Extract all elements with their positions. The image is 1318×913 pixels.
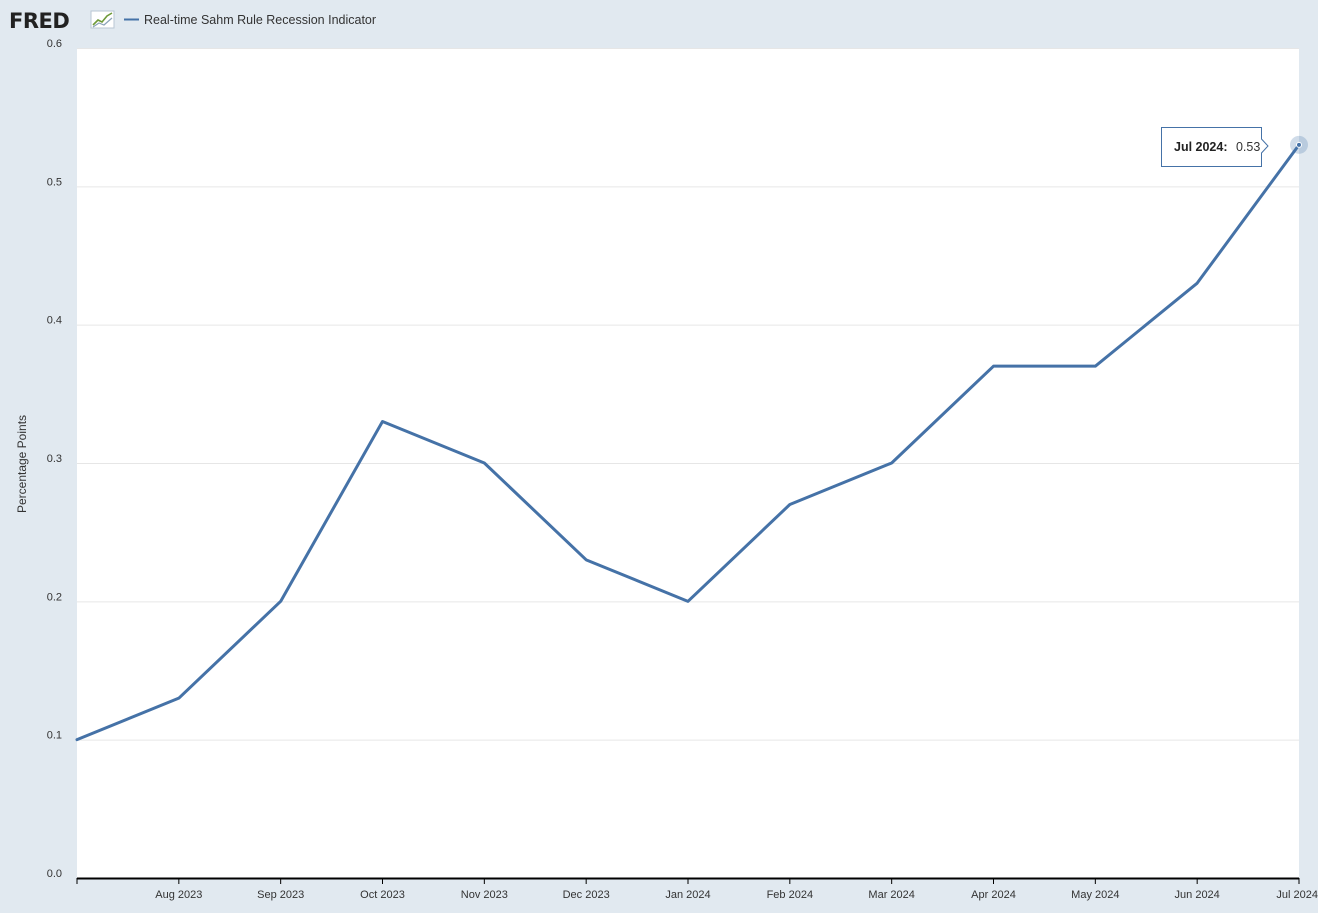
data-point[interactable] <box>682 595 694 607</box>
y-tick-label: 0.0 <box>47 868 62 880</box>
series-line[interactable] <box>75 143 1301 742</box>
data-point[interactable] <box>784 499 796 511</box>
x-tick-label: Jun 2024 <box>1175 889 1220 901</box>
data-point[interactable] <box>275 595 287 607</box>
data-point[interactable] <box>988 360 1000 372</box>
svg-text:Jul 2024: 0.53: Jul 2024: 0.53 <box>1174 138 1260 155</box>
series-group <box>71 143 1301 746</box>
y-tick-label: 0.5 <box>47 176 62 188</box>
x-tick-label: Oct 2023 <box>360 889 405 901</box>
data-point[interactable] <box>1089 360 1101 372</box>
data-point[interactable] <box>173 692 185 704</box>
x-tick-label: Jan 2024 <box>665 889 710 901</box>
y-axis-title: Percentage Points <box>15 415 29 513</box>
data-point[interactable] <box>886 457 898 469</box>
y-tick-label: 0.4 <box>47 315 62 327</box>
data-point[interactable] <box>478 457 490 469</box>
fred-logo-text: FRED <box>9 9 69 33</box>
x-tick-label: Feb 2024 <box>767 889 813 901</box>
x-tick-label: Apr 2024 <box>971 889 1016 901</box>
data-point[interactable] <box>580 554 592 566</box>
data-point[interactable] <box>1191 277 1203 289</box>
x-tick-label: May 2024 <box>1071 889 1119 901</box>
y-tick-label: 0.2 <box>47 591 62 603</box>
x-tick-label: Aug 2023 <box>155 889 202 901</box>
data-point[interactable] <box>71 734 83 746</box>
x-tick-label: Nov 2023 <box>461 889 508 901</box>
x-tick-label: Dec 2023 <box>563 889 610 901</box>
fred-logo[interactable]: FRED <box>9 9 115 33</box>
hover-marker <box>1290 135 1308 154</box>
y-axis-ticks: 0.0 0.1 0.2 0.3 0.4 0.5 0.6 <box>47 38 62 880</box>
x-tick-label: Sep 2023 <box>257 889 304 901</box>
x-axis-ticks: Aug 2023 Sep 2023 Oct 2023 Nov 2023 Dec 2023… <box>76 878 1318 901</box>
y-tick-label: 0.6 <box>47 38 62 50</box>
legend-item[interactable]: Real-time Sahm Rule Recession Indicator <box>124 13 376 27</box>
legend-label: Real-time Sahm Rule Recession Indicator <box>144 13 376 27</box>
x-tick-label: Jul 2024 <box>1276 889 1318 901</box>
tooltip: Jul 2024: 0.53 <box>1161 127 1269 167</box>
data-point[interactable] <box>377 416 389 428</box>
tooltip-date: Jul 2024: <box>1174 140 1228 154</box>
y-tick-label: 0.1 <box>47 730 62 742</box>
x-tick-label: Mar 2024 <box>868 889 914 901</box>
chart-logo-icon <box>90 10 115 29</box>
tooltip-value: 0.53 <box>1236 140 1260 154</box>
y-tick-label: 0.3 <box>47 453 62 465</box>
